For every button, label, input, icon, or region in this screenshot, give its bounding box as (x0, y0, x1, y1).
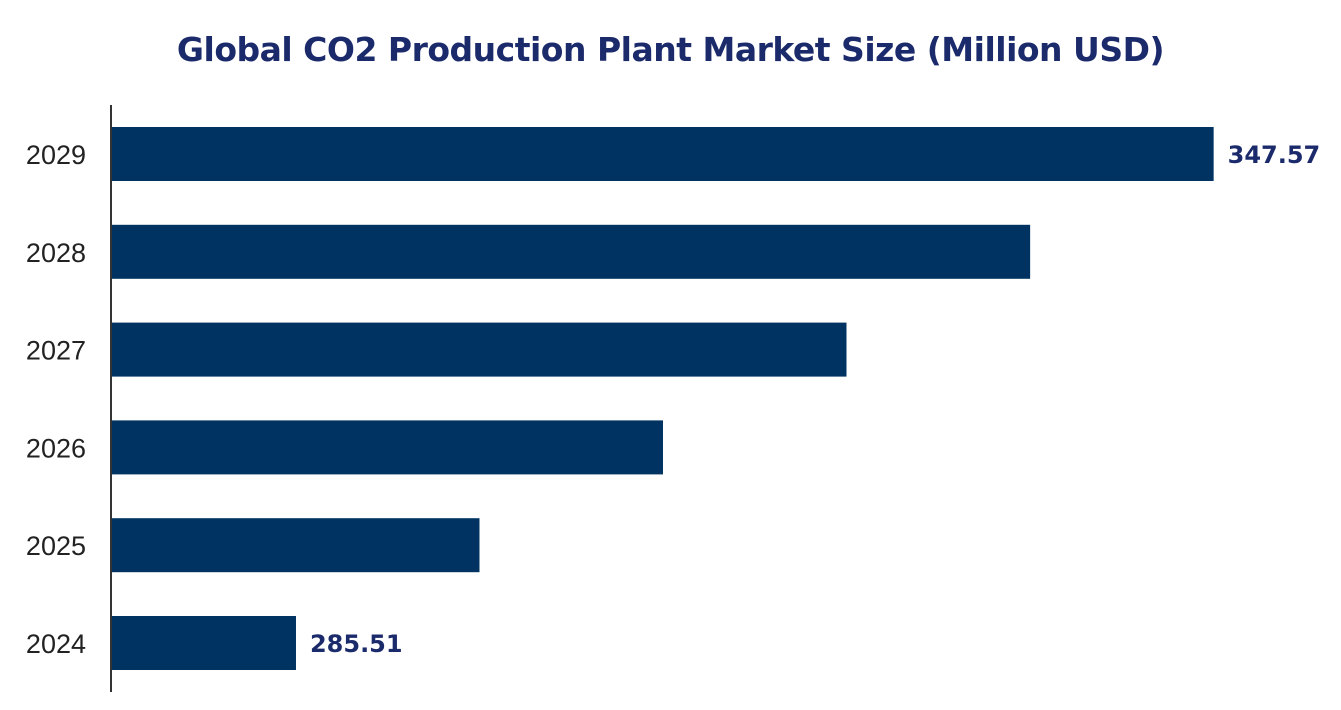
y-tick-label-2028: 2028 (26, 238, 86, 268)
y-tick-label-2024: 2024 (26, 629, 86, 659)
bar-2028 (112, 224, 1031, 279)
chart-title: Global CO2 Production Plant Market Size … (176, 30, 1165, 69)
y-tick-label-2027: 2027 (26, 336, 86, 366)
bar-2025 (112, 518, 480, 573)
bar-2029 (112, 127, 1214, 181)
bar-2026 (112, 420, 663, 475)
data-label-2029: 347.57 (1228, 141, 1321, 169)
bar-2024 (112, 616, 296, 670)
data-label-2024: 285.51 (310, 630, 403, 658)
y-tick-label-2026: 2026 (26, 433, 86, 463)
bar-2027 (112, 322, 847, 377)
y-tick-label-2025: 2025 (26, 531, 86, 561)
y-tick-label-2029: 2029 (26, 140, 86, 170)
